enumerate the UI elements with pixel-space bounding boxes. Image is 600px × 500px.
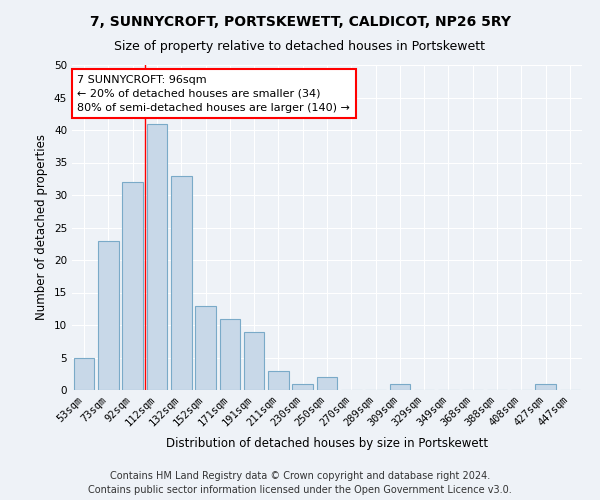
Text: Size of property relative to detached houses in Portskewett: Size of property relative to detached ho… [115,40,485,53]
Bar [389,384,410,390]
Bar [98,240,119,390]
Bar [195,306,216,390]
Bar [220,318,240,390]
Bar [122,182,143,390]
Bar [244,332,265,390]
Text: Contains HM Land Registry data © Crown copyright and database right 2024.
Contai: Contains HM Land Registry data © Crown c… [88,471,512,495]
Bar [535,384,556,390]
Text: 7 SUNNYCROFT: 96sqm
← 20% of detached houses are smaller (34)
80% of semi-detach: 7 SUNNYCROFT: 96sqm ← 20% of detached ho… [77,74,350,113]
Bar [146,124,167,390]
Bar [317,377,337,390]
Text: 7, SUNNYCROFT, PORTSKEWETT, CALDICOT, NP26 5RY: 7, SUNNYCROFT, PORTSKEWETT, CALDICOT, NP… [89,15,511,29]
Bar [268,370,289,390]
Bar [171,176,191,390]
Y-axis label: Number of detached properties: Number of detached properties [35,134,49,320]
Bar [292,384,313,390]
X-axis label: Distribution of detached houses by size in Portskewett: Distribution of detached houses by size … [166,437,488,450]
Bar [74,358,94,390]
